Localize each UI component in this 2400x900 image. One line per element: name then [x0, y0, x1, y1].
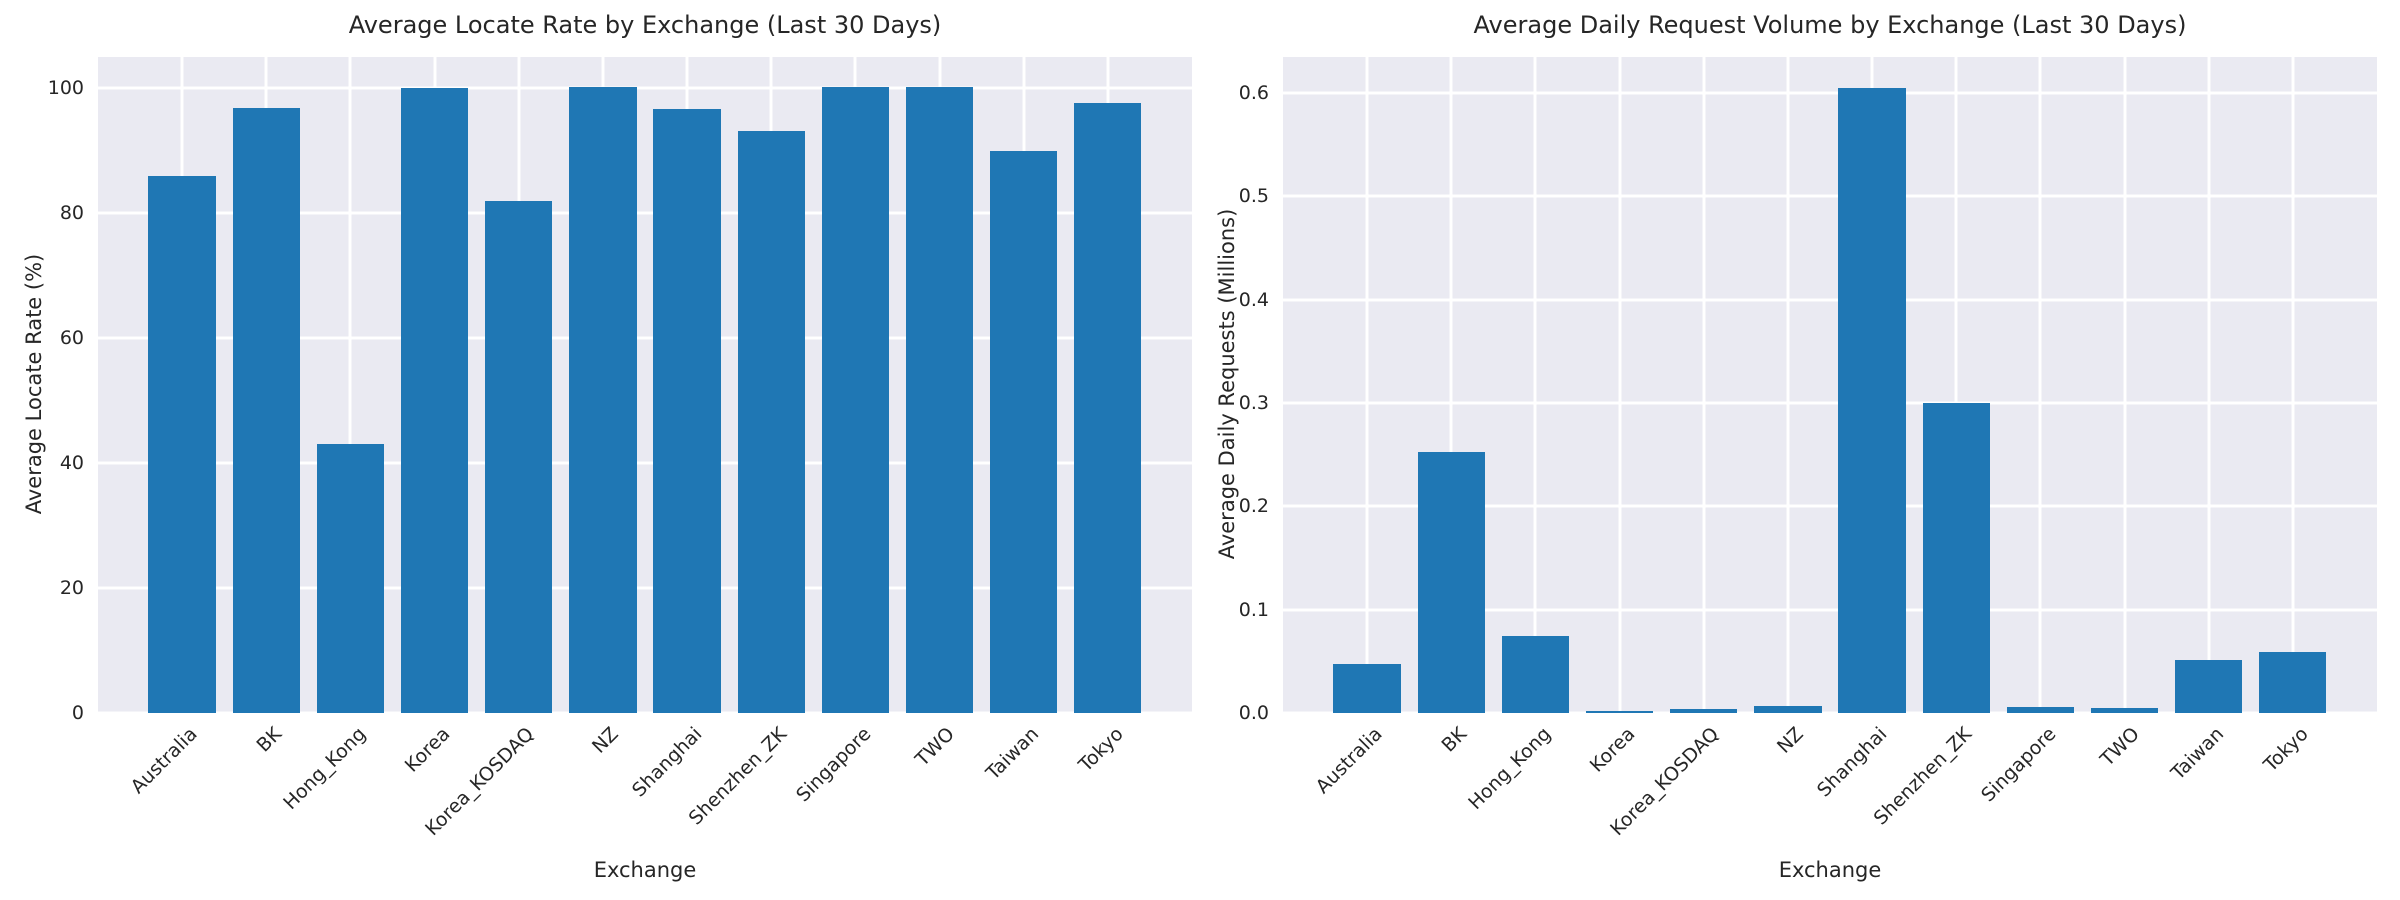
- y-gridline: [1283, 298, 2377, 302]
- left-x-axis-label: Exchange: [593, 858, 697, 882]
- y-gridline: [1283, 711, 2377, 715]
- bar-Hong_Kong: [316, 444, 385, 713]
- bar-Australia: [1333, 664, 1401, 713]
- x-tick-label: Korea: [400, 723, 455, 777]
- left-chart-title: Average Locate Rate by Exchange (Last 30…: [348, 11, 942, 39]
- y-tick-label: 0.1: [1238, 598, 1269, 621]
- x-tick-label: Australia: [1311, 723, 1387, 798]
- x-tick-label: NZ: [587, 723, 623, 758]
- bar-Shanghai: [653, 109, 721, 713]
- y-gridline: [1283, 91, 2377, 95]
- bar-Singapore: [2006, 706, 2075, 713]
- x-tick-label: Singapore: [1976, 723, 2060, 807]
- bar-Australia: [148, 175, 216, 713]
- right-chart-title: Average Daily Request Volume by Exchange…: [1473, 11, 2187, 39]
- bar-Shenzhen_ZK: [737, 130, 805, 713]
- x-tick-label: TWO: [2096, 723, 2145, 771]
- x-tick-label: Australia: [126, 723, 202, 798]
- bar-BK: [232, 107, 300, 713]
- y-tick-label: 60: [59, 327, 84, 350]
- x-gridline: [1954, 57, 1958, 713]
- x-tick-label: Singapore: [791, 723, 875, 807]
- right-x-axis-label: Exchange: [1778, 858, 1882, 882]
- y-tick-label: 0.6: [1238, 82, 1269, 105]
- y-tick-label: 0.5: [1238, 185, 1269, 208]
- bar-Tokyo: [1074, 102, 1142, 713]
- x-gridline: [1449, 57, 1453, 713]
- x-gridline: [2038, 57, 2042, 713]
- y-tick-label: 80: [59, 202, 84, 225]
- x-gridline: [348, 57, 352, 713]
- x-tick-label: Hong_Kong: [1463, 723, 1556, 815]
- y-gridline: [98, 461, 1192, 465]
- x-tick-label: Taiwan: [982, 723, 1044, 785]
- bar-BK: [1417, 451, 1485, 713]
- bar-Shanghai: [1838, 88, 1906, 713]
- x-gridline: [1786, 57, 1790, 713]
- y-gridline: [98, 336, 1192, 340]
- bar-Korea: [1585, 710, 1654, 713]
- bar-TWO: [2090, 707, 2159, 713]
- bar-Korea_KOSDAQ: [1670, 708, 1738, 713]
- bar-NZ: [569, 87, 637, 713]
- x-tick-label: NZ: [1772, 723, 1808, 758]
- bar-Taiwan: [2175, 660, 2243, 713]
- y-tick-label: 0.3: [1238, 392, 1269, 415]
- y-tick-label: 100: [47, 77, 84, 100]
- bar-Korea: [400, 88, 469, 713]
- x-gridline: [2123, 57, 2127, 713]
- y-tick-label: 20: [59, 577, 84, 600]
- y-gridline: [1283, 401, 2377, 405]
- bar-NZ: [1754, 705, 1822, 713]
- x-tick-label: Hong_Kong: [278, 723, 371, 815]
- y-gridline: [1283, 608, 2377, 612]
- bar-Korea_KOSDAQ: [485, 201, 553, 713]
- x-gridline: [1533, 57, 1537, 713]
- x-tick-label: TWO: [911, 723, 960, 771]
- y-tick-label: 0.4: [1238, 288, 1269, 311]
- y-gridline: [98, 86, 1192, 90]
- x-tick-label: Taiwan: [2167, 723, 2229, 785]
- x-gridline: [2291, 57, 2295, 713]
- y-gridline: [1283, 194, 2377, 198]
- y-tick-label: 40: [59, 452, 84, 475]
- x-tick-label: Korea: [1585, 723, 1640, 777]
- y-tick-label: 0.2: [1238, 495, 1269, 518]
- x-tick-label: BK: [1437, 723, 1471, 757]
- bar-Shenzhen_ZK: [1922, 403, 1990, 713]
- x-gridline: [1618, 57, 1622, 713]
- x-tick-label: BK: [252, 723, 286, 757]
- left-y-axis-label: Average Locate Rate (%): [22, 253, 46, 515]
- bar-Tokyo: [2259, 652, 2327, 713]
- y-gridline: [98, 211, 1192, 215]
- x-gridline: [1702, 57, 1706, 713]
- bar-Taiwan: [990, 150, 1058, 713]
- x-tick-label: Tokyo: [1074, 723, 1128, 777]
- y-gridline: [98, 586, 1192, 590]
- y-tick-label: 0: [71, 702, 84, 724]
- y-tick-label: 0.0: [1238, 702, 1269, 724]
- left-plot-area: [98, 57, 1192, 715]
- right-plot-area: [1283, 57, 2377, 715]
- x-tick-label: Tokyo: [2259, 723, 2313, 777]
- bar-Hong_Kong: [1501, 635, 1570, 713]
- bar-Singapore: [821, 87, 890, 713]
- y-gridline: [98, 711, 1192, 715]
- x-gridline: [1365, 57, 1369, 713]
- x-tick-label: Shanghai: [628, 723, 707, 802]
- y-gridline: [1283, 504, 2377, 508]
- x-gridline: [2207, 57, 2211, 713]
- bar-TWO: [905, 87, 974, 713]
- x-tick-label: Shanghai: [1813, 723, 1892, 802]
